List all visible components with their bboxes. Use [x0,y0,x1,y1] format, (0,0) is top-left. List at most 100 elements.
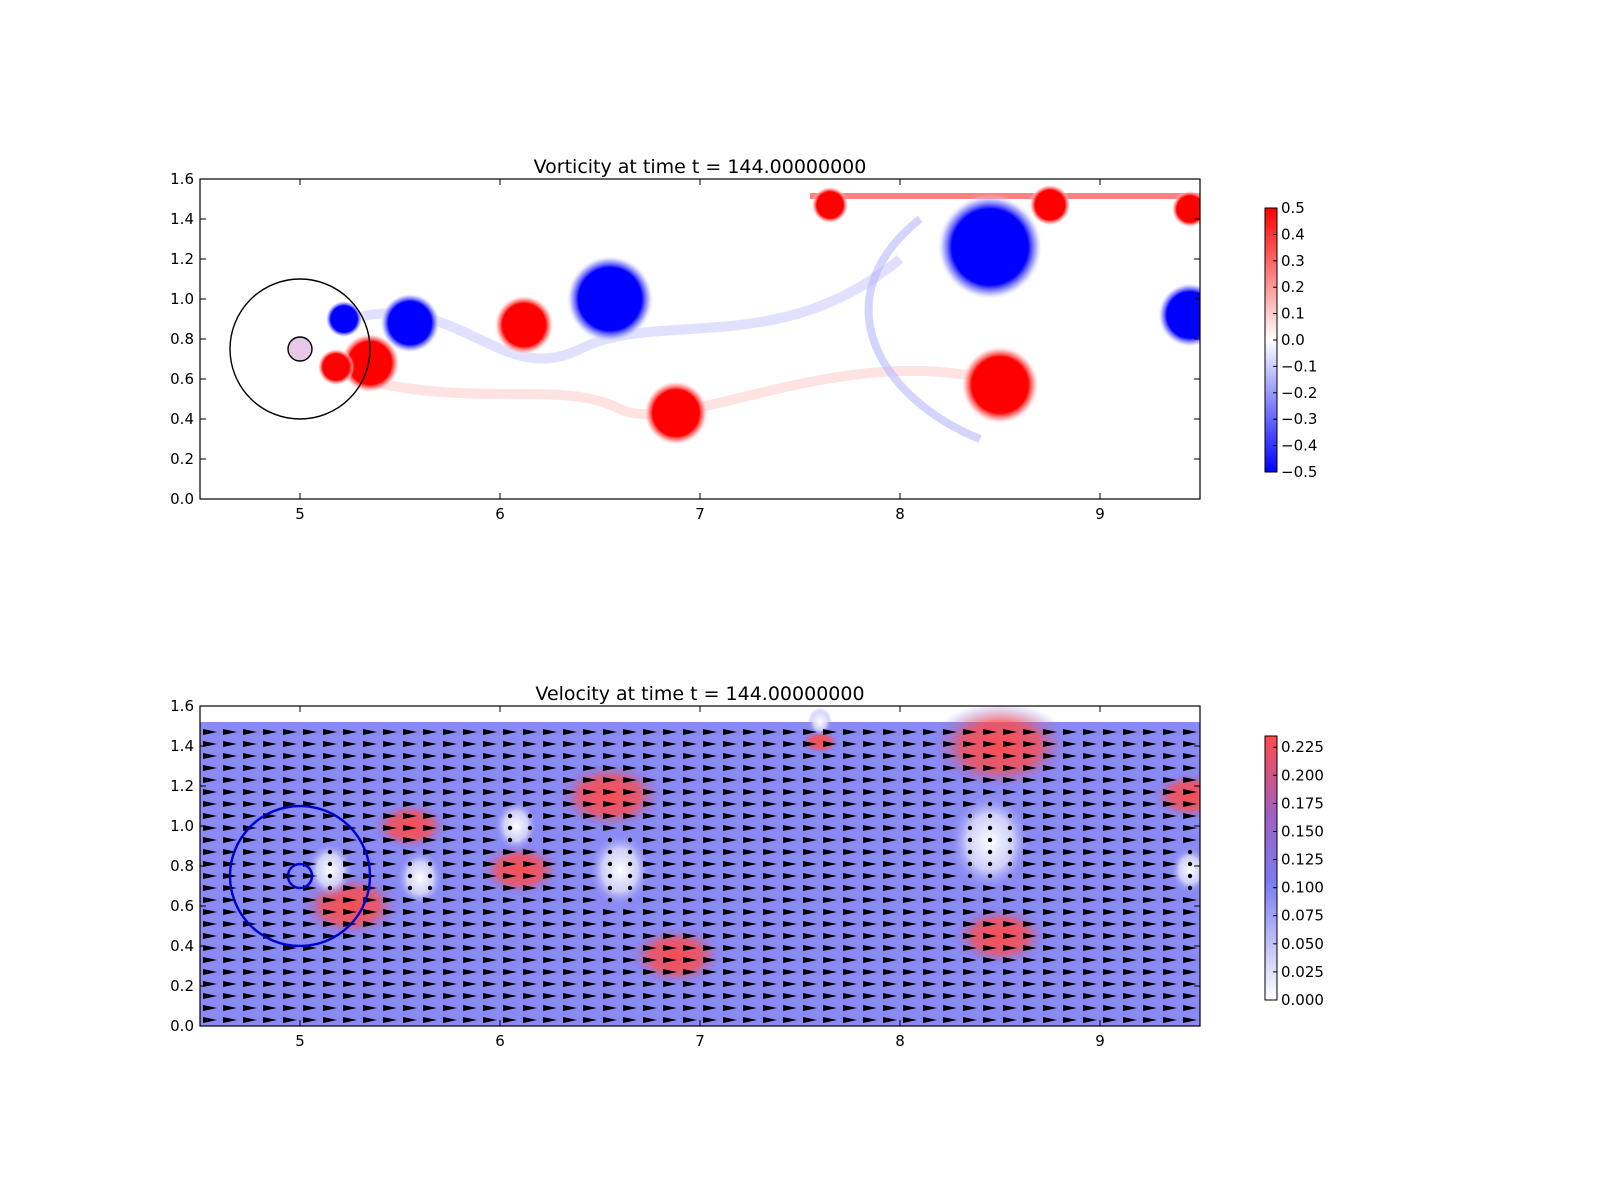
quiver-arrow [463,801,477,807]
quiver-arrow [743,753,757,759]
quiver-arrow [663,897,677,903]
quiver-arrow [863,885,877,891]
quiver-arrow [603,801,617,807]
quiver-arrow [563,945,577,951]
quiver-arrow [863,837,877,843]
quiver-arrow [883,765,897,771]
quiver-arrow [1083,741,1097,747]
high-speed-region [1151,772,1200,820]
quiver-arrow [283,945,297,951]
quiver-arrow [283,885,297,891]
quiver-arrow [663,1005,677,1011]
quiver-arrow [303,753,317,759]
quiver-arrow [1043,885,1057,891]
vorticity-arc-strand [864,215,982,443]
quiver-arrow [563,849,577,855]
quiver-arrow [263,753,277,759]
quiver-arrow [763,981,777,987]
quiver-arrow [583,741,597,747]
quiver-arrow [203,1017,217,1023]
quiver-arrow [423,933,437,939]
quiver-arrow [503,945,517,951]
quiver-arrow [1183,765,1197,771]
velocity-y-tick-label: 0.8 [170,857,194,875]
quiver-arrow [1023,945,1037,951]
low-speed-region [1170,846,1200,894]
quiver-arrow [1103,849,1117,855]
quiver-arrow [1123,861,1137,867]
quiver-arrow [1163,885,1177,891]
quiver-arrow [323,813,337,819]
quiver-arrow [243,969,257,975]
quiver-arrow [623,813,637,819]
quiver-arrow [823,837,837,843]
quiver-arrow [683,801,697,807]
quiver-arrow [1023,765,1037,771]
quiver-arrow [1023,981,1037,987]
quiver-arrow [1043,777,1057,783]
quiver-arrow [443,837,457,843]
quiver-arrow [243,993,257,999]
quiver-arrow [1143,849,1157,855]
quiver-arrow [943,897,957,903]
quiver-arrow [843,969,857,975]
vorticity-field [229,184,1200,446]
quiver-arrow [1163,741,1177,747]
quiver-arrow [803,873,817,879]
quiver-arrow [1163,921,1177,927]
quiver-arrow [763,741,777,747]
quiver-arrow [503,885,517,891]
quiver-arrow [623,909,637,915]
quiver-arrow [503,849,517,855]
quiver-arrow [303,1017,317,1023]
quiver-arrow [743,873,757,879]
quiver-arrow [323,909,337,915]
quiver-arrow [1143,873,1157,879]
quiver-arrow [823,1017,837,1023]
quiver-arrow [323,777,337,783]
quiver-arrow [343,969,357,975]
quiver-arrow [463,945,477,951]
quiver-arrow [1043,921,1057,927]
quiver-arrow [763,945,777,951]
quiver-arrow [323,837,337,843]
velocity-obstacle-cylinder [286,862,314,890]
quiver-arrow [763,765,777,771]
quiver-arrow [1043,753,1057,759]
quiver-arrow [303,741,317,747]
quiver-arrow [363,789,377,795]
quiver-arrow [543,993,557,999]
quiver-arrow [283,861,297,867]
quiver-arrow [1043,897,1057,903]
quiver-arrow [663,825,677,831]
vorticity-y-tick-label: 1.0 [170,290,194,308]
quiver-arrow [603,825,617,831]
quiver-arrow [583,885,597,891]
quiver-arrow [1163,813,1177,819]
quiver-arrow [423,741,437,747]
quiver-arrow [683,909,697,915]
quiver-arrow [543,789,557,795]
quiver-arrow [623,993,637,999]
quiver-arrow [943,933,957,939]
quiver-arrow [343,801,357,807]
quiver-arrow [383,921,397,927]
quiver-arrow [1103,861,1117,867]
quiver-arrow [863,945,877,951]
quiver-arrow [423,837,437,843]
quiver-arrow [623,777,637,783]
quiver-arrow [983,729,997,735]
quiver-arrow [823,849,837,855]
quiver-arrow [383,1005,397,1011]
quiver-arrow [463,729,477,735]
quiver-arrow [503,777,517,783]
quiver-arrow [1023,777,1037,783]
quiver-arrow [383,825,397,831]
quiver-arrow [903,885,917,891]
quiver-arrow [1063,897,1077,903]
quiver-arrow [383,945,397,951]
quiver-arrow [463,753,477,759]
quiver-arrow [943,981,957,987]
quiver-arrow [783,897,797,903]
quiver-arrow [987,873,993,879]
